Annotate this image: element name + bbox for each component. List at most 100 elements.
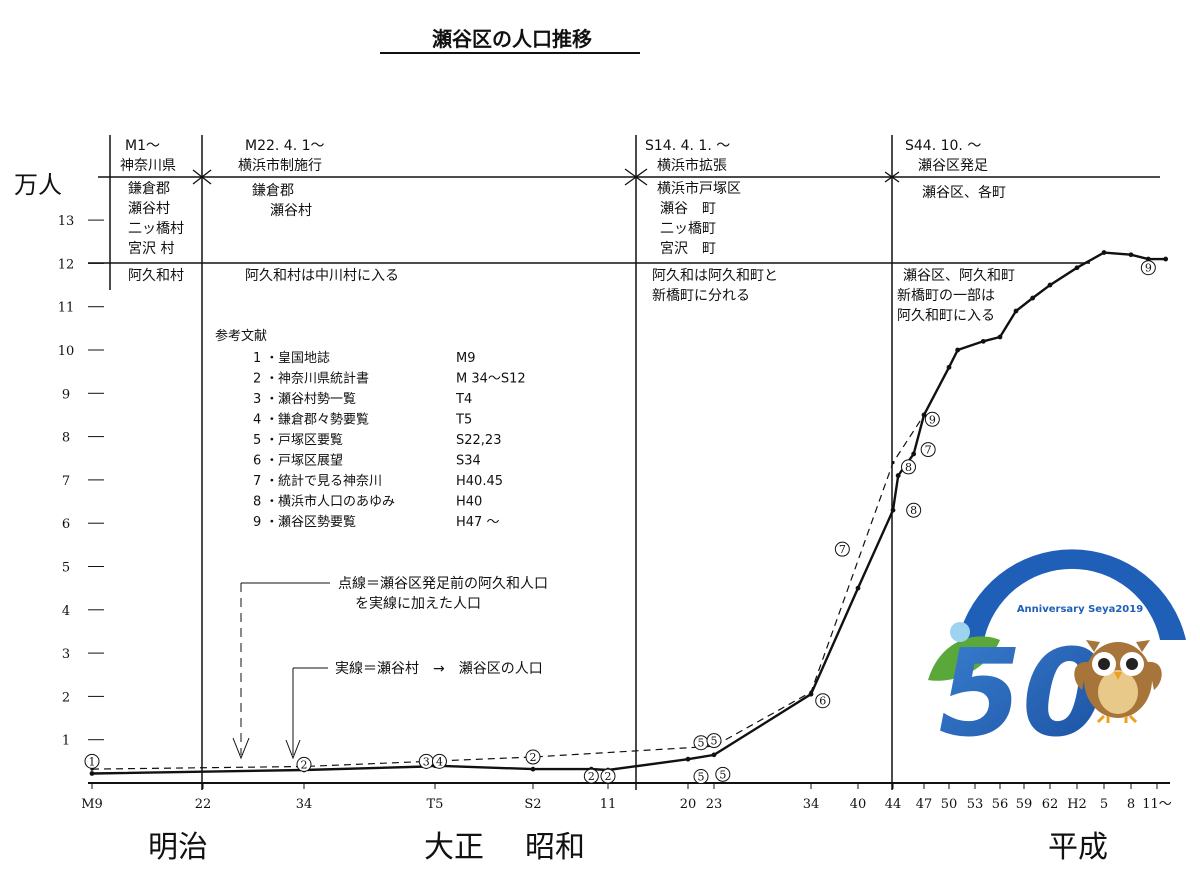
source-marker-circle-13	[901, 459, 916, 475]
x-tick-label-16: 62	[1042, 797, 1059, 812]
period-3-header: S14. 4. 1. ～	[645, 138, 730, 154]
y-tick-label-13: 13	[58, 214, 75, 229]
source-marker-label-0: 1	[89, 755, 96, 768]
source-marker-circle-17	[1140, 260, 1156, 276]
period-1: M1～ 神奈川県 鎌倉郡 瀬谷村 二ッ橋村 宮沢 村 阿久和村	[120, 138, 184, 284]
reference-no-2: 2 ・	[253, 372, 278, 387]
source-marker-label-14: 8	[910, 504, 917, 517]
series-solid-point-16	[955, 347, 961, 353]
y-tick-label-9: 9	[62, 387, 70, 402]
logo-flower	[950, 622, 970, 642]
reference-year-4: T5	[455, 413, 472, 428]
x-axis-ticks: M9 22 34 T5 S2 11 20 23 34 40 44 47 50 53 56 59 62 H2 5 8 11…	[81, 783, 1172, 812]
y-tick-label-6: 6	[62, 517, 70, 532]
logo-sub-text: Anniversary Seya2019	[1017, 604, 1143, 615]
source-marker-label-15: 7	[925, 444, 932, 457]
series-solid-point-19	[1013, 308, 1019, 314]
period-2-line-1: 横浜市制施行	[238, 157, 322, 174]
series-solid-point-15	[946, 364, 952, 370]
y-tick-label-12: 12	[58, 257, 75, 272]
series-solid-point-25	[1145, 256, 1151, 262]
period-2-lower-1: 阿久和村は中川村に入る	[245, 268, 399, 284]
reference-year-1: M9	[456, 351, 476, 366]
period-1-line-4: 二ッ橋村	[128, 221, 184, 237]
x-tick-label-15: 59	[1016, 797, 1033, 812]
x-tick-label-17: H2	[1067, 797, 1087, 812]
reference-year-3: T4	[455, 392, 472, 407]
reference-name-9: 瀬谷区勢要覧	[278, 514, 356, 530]
source-marker-circle-4	[525, 749, 541, 765]
source-marker-label-9: 5	[698, 771, 705, 784]
x-tick-label-4: S2	[524, 797, 541, 812]
period-4-lower-3: 阿久和町に入る	[897, 308, 995, 324]
period-4-lower-1: 瀬谷区、阿久和町	[903, 268, 1015, 284]
series-solid-point-14	[921, 412, 927, 418]
series-solid-point-17	[980, 338, 986, 344]
y-tick-label-5: 5	[62, 561, 70, 576]
reference-no-9: 9 ・	[253, 515, 278, 530]
period-4-lower-2: 新橋町の一部は	[897, 288, 995, 304]
y-tick-label-7: 7	[62, 474, 70, 489]
reference-name-2: 神奈川県統計書	[278, 371, 369, 387]
period-4: S44. 10. ～ 瀬谷区発足 瀬谷区、各町 瀬谷区、阿久和町 新橋町の一部は…	[897, 138, 1015, 324]
era-showa: 昭和	[525, 830, 585, 865]
source-marker-label-13: 8	[905, 461, 912, 474]
source-marker-label-12: 7	[839, 543, 846, 556]
source-marker-label-5: 2	[588, 770, 595, 783]
x-tick-label-2: 34	[296, 797, 313, 812]
series-solid-point-10	[855, 585, 861, 591]
period-2-line-3: 瀬谷村	[270, 203, 312, 219]
legend-solid-text: 実線＝瀬谷村 → 瀬谷区の人口	[335, 661, 543, 677]
x-tick-label-3: T5	[427, 797, 444, 812]
source-marker-circle-16	[924, 411, 940, 427]
y-unit-label: 万人	[14, 171, 62, 199]
x-tick-label-18: 5	[1100, 797, 1108, 812]
period-3-line-1: 横浜市拡張	[657, 157, 727, 174]
period-4-line-1: 瀬谷区発足	[918, 158, 988, 174]
series-solid-point-0	[89, 771, 95, 776]
reference-no-7: 7 ・	[253, 474, 278, 489]
logo-number: 50	[939, 625, 1106, 764]
series-solid-point-21	[1047, 282, 1053, 288]
source-marker-circle-9	[693, 769, 709, 785]
y-tick-label-4: 4	[62, 604, 70, 619]
source-marker-circle-12	[834, 541, 850, 557]
series-solid-point-26	[1163, 256, 1169, 262]
x-tick-label-10: 44	[885, 797, 902, 812]
period-1-line-3: 瀬谷村	[128, 201, 170, 217]
source-marker-label-1: 2	[301, 758, 308, 771]
period-3-lower-1: 阿久和は阿久和町と	[652, 268, 778, 284]
source-marker-label-6: 2	[605, 770, 612, 783]
x-tick-label-1: 22	[195, 797, 212, 812]
legend-dashed-line-2: を実線に加えた人口	[355, 596, 481, 612]
period-4-header: S44. 10. ～	[905, 138, 981, 154]
source-marker-label-17: 9	[1145, 262, 1152, 275]
reference-name-4: 鎌倉郡々勢要覧	[278, 412, 369, 428]
x-tick-label-20: 11～	[1142, 797, 1172, 812]
source-marker-label-16: 9	[929, 413, 936, 426]
source-marker-label-7: 5	[698, 737, 705, 750]
chart-title: 瀬谷区の人口推移	[432, 27, 592, 51]
series-solid-point-11	[890, 507, 896, 513]
legend-dashed: 点線＝瀬谷区発足前の阿久和人口 を実線に加えた人口	[232, 575, 548, 760]
x-tick-label-13: 53	[967, 797, 984, 812]
period-3-lower-2: 新橋町に分れる	[652, 288, 750, 304]
reference-name-1: 皇国地誌	[278, 350, 330, 366]
period-1-line-2: 鎌倉郡	[128, 181, 170, 197]
era-meiji: 明治	[148, 830, 208, 865]
source-marker-circle-14	[906, 502, 922, 518]
reference-name-5: 戸塚区要覧	[278, 432, 343, 448]
logo-leaf	[928, 636, 1000, 681]
series-solid-point-20	[1030, 295, 1036, 301]
reference-year-8: H40	[456, 495, 482, 510]
source-marker-circle-1	[296, 756, 312, 772]
x-tick-label-5: 11	[600, 797, 617, 812]
x-tick-label-12: 50	[941, 797, 958, 812]
period-3-line-2: 横浜市戸塚区	[657, 180, 741, 197]
source-marker-label-4: 2	[530, 751, 537, 764]
source-marker-circle-8	[706, 733, 722, 749]
source-marker-label-10: 5	[719, 768, 726, 781]
source-marker-label-11: 6	[819, 695, 826, 708]
